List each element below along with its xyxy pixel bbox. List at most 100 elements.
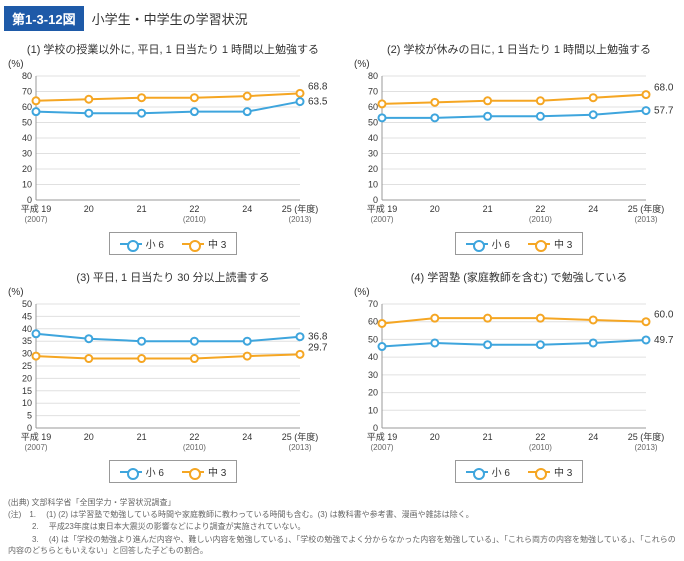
figure-badge: 第1-3-12図 [4, 6, 84, 31]
svg-text:(2013): (2013) [288, 443, 311, 452]
svg-text:10: 10 [22, 180, 32, 190]
footnote-line: 2. 平成23年度は東日本大震災の影響などにより調査が実施されていない。 [8, 521, 676, 532]
svg-text:平成 19: 平成 19 [367, 431, 398, 442]
svg-text:(2007): (2007) [370, 215, 393, 224]
svg-text:30: 30 [368, 149, 378, 159]
svg-text:25: 25 [22, 361, 32, 371]
legend-item-s6: .legend-swatch[style*='#3ea5dd']::after{… [466, 236, 510, 251]
svg-text:24: 24 [588, 432, 598, 442]
legend-label: 小 6 [492, 236, 510, 251]
svg-text:(2013): (2013) [288, 215, 311, 224]
svg-text:22: 22 [535, 204, 545, 214]
svg-text:20: 20 [368, 164, 378, 174]
svg-text:40: 40 [22, 133, 32, 143]
svg-text:22: 22 [189, 204, 199, 214]
legend-item-s6: .legend-swatch[style*='#3ea5dd']::after{… [120, 464, 164, 479]
svg-text:60: 60 [368, 317, 378, 327]
svg-text:15: 15 [22, 386, 32, 396]
svg-text:70: 70 [368, 87, 378, 97]
footnote-line: (出典) 文部科学省「全国学力・学習状況調査」 [8, 497, 676, 508]
footnote-line: (注) 1. (1) (2) は学習塾で勉強している時間や家庭教師に教わっている… [8, 509, 676, 520]
chart-svg: 05101520253035404550平成 19(2007)202122(20… [8, 298, 338, 458]
svg-text:21: 21 [483, 204, 493, 214]
svg-text:40: 40 [368, 352, 378, 362]
y-unit: (%) [354, 287, 684, 298]
svg-text:21: 21 [137, 432, 147, 442]
svg-text:30: 30 [22, 149, 32, 159]
svg-text:20: 20 [84, 204, 94, 214]
chart-title: (2) 学校が休みの日に, 1 日当たり 1 時間以上勉強する [354, 41, 684, 57]
legend: .legend-swatch[style*='#3ea5dd']::after{… [109, 460, 238, 483]
svg-text:(2013): (2013) [634, 215, 657, 224]
figure-title: 小学生・中学生の学習状況 [92, 9, 248, 28]
svg-text:30: 30 [368, 370, 378, 380]
footnotes: (出典) 文部科学省「全国学力・学習状況調査」(注) 1. (1) (2) は学… [0, 493, 684, 561]
legend-item-s3: .legend-swatch[style*='#f5a623']::after{… [528, 236, 572, 251]
svg-text:(2013): (2013) [634, 443, 657, 452]
svg-text:50: 50 [368, 118, 378, 128]
legend-label: 中 3 [554, 236, 572, 251]
svg-text:45: 45 [22, 311, 32, 321]
legend-label: 中 3 [208, 236, 226, 251]
svg-text:25 (年度): 25 (年度) [282, 203, 319, 214]
legend-label: 中 3 [208, 464, 226, 479]
legend-item-s3: .legend-swatch[style*='#f5a623']::after{… [182, 464, 226, 479]
svg-text:21: 21 [483, 432, 493, 442]
chart-panel: (4) 学習塾 (家庭教師を含む) で勉強している (%) 0102030405… [348, 267, 684, 491]
svg-text:20: 20 [368, 388, 378, 398]
svg-text:60.0: 60.0 [654, 310, 674, 321]
svg-text:10: 10 [22, 398, 32, 408]
svg-text:20: 20 [22, 373, 32, 383]
legend-item-s6: .legend-swatch[style*='#3ea5dd']::after{… [120, 236, 164, 251]
svg-text:22: 22 [189, 432, 199, 442]
svg-text:25 (年度): 25 (年度) [282, 431, 319, 442]
y-unit: (%) [354, 59, 684, 70]
svg-text:24: 24 [242, 204, 252, 214]
legend-item-s3: .legend-swatch[style*='#f5a623']::after{… [182, 236, 226, 251]
svg-text:36.8: 36.8 [308, 332, 328, 343]
legend: .legend-swatch[style*='#3ea5dd']::after{… [109, 232, 238, 255]
svg-text:25 (年度): 25 (年度) [628, 203, 665, 214]
svg-text:29.7: 29.7 [308, 342, 328, 353]
svg-text:70: 70 [22, 87, 32, 97]
figure-header: 第1-3-12図 小学生・中学生の学習状況 [0, 0, 684, 37]
svg-text:24: 24 [242, 432, 252, 442]
chart-title: (1) 学校の授業以外に, 平日, 1 日当たり 1 時間以上勉強する [8, 41, 338, 57]
svg-text:50: 50 [22, 118, 32, 128]
svg-text:(2007): (2007) [370, 443, 393, 452]
svg-text:(2010): (2010) [529, 443, 552, 452]
chart-grid: (1) 学校の授業以外に, 平日, 1 日当たり 1 時間以上勉強する (%) … [0, 37, 684, 493]
footnote-line: 3. (4) は「学校の勉強より進んだ内容や、難しい内容を勉強している」、「学校… [8, 534, 676, 556]
svg-text:25 (年度): 25 (年度) [628, 431, 665, 442]
svg-text:60: 60 [22, 102, 32, 112]
svg-text:68.0: 68.0 [654, 83, 674, 94]
svg-text:50: 50 [368, 334, 378, 344]
chart-title: (4) 学習塾 (家庭教師を含む) で勉強している [354, 269, 684, 285]
svg-text:平成 19: 平成 19 [21, 431, 52, 442]
svg-text:(2010): (2010) [183, 215, 206, 224]
chart-panel: (2) 学校が休みの日に, 1 日当たり 1 時間以上勉強する (%) 0102… [348, 39, 684, 263]
chart-panel: (1) 学校の授業以外に, 平日, 1 日当たり 1 時間以上勉強する (%) … [2, 39, 344, 263]
svg-text:70: 70 [368, 299, 378, 309]
chart-panel: (3) 平日, 1 日当たり 30 分以上読書する (%) 0510152025… [2, 267, 344, 491]
svg-text:(2010): (2010) [183, 443, 206, 452]
svg-text:30: 30 [22, 349, 32, 359]
svg-text:(2007): (2007) [24, 215, 47, 224]
svg-text:平成 19: 平成 19 [21, 203, 52, 214]
chart-title: (3) 平日, 1 日当たり 30 分以上読書する [8, 269, 338, 285]
svg-text:(2010): (2010) [529, 215, 552, 224]
svg-text:22: 22 [535, 432, 545, 442]
legend: .legend-swatch[style*='#3ea5dd']::after{… [455, 232, 584, 255]
legend: .legend-swatch[style*='#3ea5dd']::after{… [455, 460, 584, 483]
svg-text:20: 20 [430, 432, 440, 442]
svg-text:60: 60 [368, 102, 378, 112]
legend-label: 小 6 [146, 236, 164, 251]
svg-text:35: 35 [22, 336, 32, 346]
legend-label: 小 6 [146, 464, 164, 479]
svg-text:50: 50 [22, 299, 32, 309]
svg-text:10: 10 [368, 405, 378, 415]
svg-text:57.7: 57.7 [654, 106, 674, 117]
svg-text:63.5: 63.5 [308, 97, 328, 108]
chart-svg: 010203040506070平成 19(2007)202122(2010)24… [354, 298, 684, 458]
svg-text:24: 24 [588, 204, 598, 214]
